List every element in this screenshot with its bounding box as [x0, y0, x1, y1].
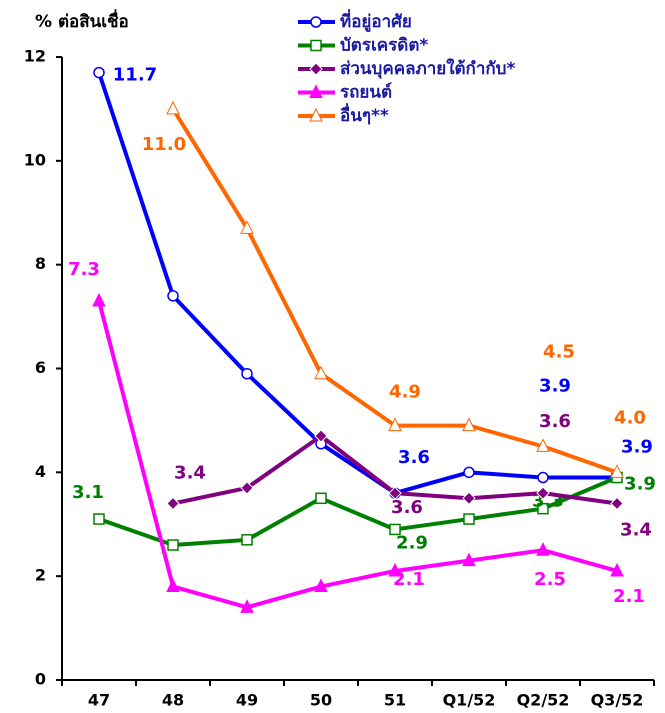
marker — [536, 486, 550, 500]
x-tick-label: Q3/52 — [591, 691, 644, 710]
marker — [310, 39, 322, 52]
data-label: 3.4 — [174, 462, 206, 483]
marker — [610, 464, 624, 478]
marker — [315, 492, 327, 505]
y-tick-label: 4 — [35, 462, 46, 481]
y-tick-label: 2 — [35, 566, 46, 585]
data-label: 3.9 — [624, 474, 656, 495]
legend-label: ที่อยู่อาศัย — [340, 9, 412, 33]
data-label: 2.1 — [613, 586, 645, 607]
y-tick-label: 0 — [35, 670, 46, 689]
legend-entry: บัตรเครดิต* — [298, 36, 428, 56]
legend-label: อื่นๆ** — [340, 103, 389, 126]
data-label: 3.6 — [539, 411, 571, 432]
marker — [241, 367, 253, 380]
series-line — [98, 475, 618, 548]
marker — [241, 534, 253, 546]
marker — [462, 552, 476, 567]
x-tick-label: 50 — [310, 691, 332, 710]
marker — [93, 66, 105, 79]
data-label: 11.0 — [142, 134, 186, 155]
y-tick-label: 6 — [35, 358, 46, 377]
marker — [314, 429, 328, 443]
x-tick-label: 49 — [236, 691, 258, 710]
marker — [389, 523, 401, 536]
data-label: 4.0 — [614, 407, 646, 428]
data-label: 3.4 — [620, 519, 652, 540]
legend-entry: อื่นๆ** — [298, 103, 389, 126]
marker — [610, 562, 624, 577]
legend-entry: รถยนต์ — [298, 82, 392, 103]
marker — [536, 542, 550, 556]
marker — [314, 365, 328, 380]
marker — [240, 599, 254, 613]
marker — [240, 481, 254, 495]
data-label: 11.7 — [113, 65, 157, 86]
marker — [463, 513, 475, 525]
x-tick-label: 47 — [88, 691, 110, 710]
marker — [537, 502, 549, 515]
x-tick-label: Q2/52 — [517, 691, 570, 710]
marker — [166, 100, 180, 115]
legend-label: บัตรเครดิต* — [340, 36, 428, 56]
legend-label: รถยนต์ — [340, 82, 392, 103]
legend-label: ส่วนบุคคลภายใต้กำกับ* — [340, 58, 515, 79]
marker — [309, 107, 323, 122]
marker — [240, 220, 254, 234]
data-label: 2.1 — [393, 569, 425, 590]
data-label: 4.9 — [389, 382, 421, 403]
data-label: 3.9 — [621, 437, 653, 458]
marker — [388, 486, 402, 500]
marker — [167, 539, 179, 551]
y-tick-label: 12 — [24, 47, 46, 66]
data-label: 2.5 — [534, 569, 566, 590]
marker — [388, 417, 402, 432]
marker — [93, 513, 105, 525]
marker — [463, 466, 475, 479]
data-label: 4.5 — [543, 341, 575, 362]
marker — [536, 438, 550, 452]
marker — [388, 562, 402, 577]
data-label: 2.9 — [396, 532, 428, 553]
marker — [610, 496, 624, 511]
marker — [537, 471, 549, 484]
x-tick-label: Q1/52 — [443, 691, 496, 710]
marker — [462, 417, 476, 432]
y-tick-label: 10 — [24, 150, 46, 169]
marker — [166, 496, 180, 511]
x-tick-label: 51 — [384, 691, 406, 710]
series-line — [97, 71, 617, 496]
data-label: 7.3 — [68, 259, 100, 280]
legend-entry: ที่อยู่อาศัย — [298, 9, 412, 33]
legend-entry: ส่วนบุคคลภายใต้กำกับ* — [298, 58, 515, 79]
y-axis-title: % ต่อสินเชื่อ — [35, 9, 129, 32]
marker — [166, 578, 180, 593]
x-tick-label: 48 — [162, 691, 184, 710]
marker — [92, 292, 106, 307]
marker — [310, 16, 322, 28]
series-line — [97, 300, 618, 610]
data-label: 3.1 — [72, 482, 104, 503]
marker — [309, 84, 323, 98]
y-tick-label: 8 — [35, 254, 46, 273]
marker — [314, 578, 328, 593]
data-label: 3.6 — [391, 497, 423, 518]
marker — [309, 62, 323, 76]
marker — [462, 491, 476, 505]
marker — [167, 290, 179, 302]
data-label: 3.9 — [539, 376, 571, 397]
data-label: 3.6 — [398, 447, 430, 468]
